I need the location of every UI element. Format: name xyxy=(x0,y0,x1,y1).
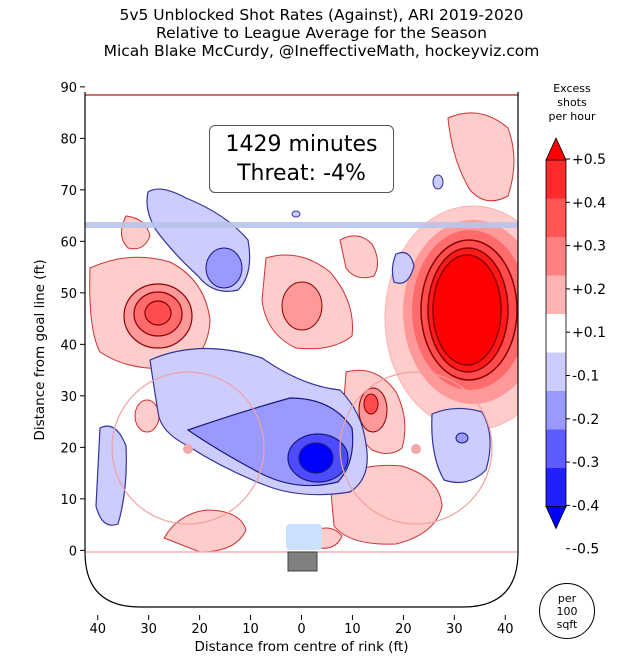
colorbar-tick-label: +0.4 xyxy=(572,195,606,211)
y-tick-label: 80 xyxy=(60,132,77,147)
excess-region-left-point xyxy=(89,256,211,370)
x-tick-label: 20 xyxy=(395,622,412,637)
y-tick-label: 90 xyxy=(60,81,77,96)
x-tick-label: 20 xyxy=(191,622,208,637)
excess-region-centre-high xyxy=(261,254,354,350)
colorbar-tick-label: -0.5 xyxy=(572,542,599,558)
y-tick-label: 10 xyxy=(60,493,77,508)
colorbar-segment xyxy=(546,198,566,237)
heatmap-contours xyxy=(85,112,518,553)
colorbar-tick-label: -0.4 xyxy=(572,498,599,514)
units-line-3: sqft xyxy=(556,618,578,631)
chart-title: 5v5 Unblocked Shot Rates (Against), ARI … xyxy=(0,6,643,60)
colorbar-segment xyxy=(546,160,566,199)
y-axis-label: Distance from goal line (ft) xyxy=(32,259,48,440)
excess-region-right-high-slot xyxy=(384,205,518,431)
deficit-region-left-low xyxy=(95,425,127,526)
y-tick-label: 70 xyxy=(60,184,77,199)
x-tick-label: 40 xyxy=(497,622,514,637)
deficit-region-slot xyxy=(149,347,368,496)
deficit-region-right-low xyxy=(431,407,491,483)
colorbar: +0.5 +0.4 +0.3 +0.2 +0.1 -0.1 -0.2 -0.3 -0.4 -0.5 xyxy=(545,137,606,558)
x-tick-label: 40 xyxy=(89,622,106,637)
x-tick-label: 30 xyxy=(446,622,463,637)
colorbar-segment xyxy=(546,429,566,468)
units-line-1: per xyxy=(557,592,577,605)
x-tick-label: 0 xyxy=(297,622,305,637)
colorbar-segment xyxy=(546,275,566,314)
goal-net xyxy=(287,551,318,572)
rink-boards xyxy=(84,92,519,608)
y-tick-label: 40 xyxy=(60,338,77,353)
colorbar-tick-label: +0.5 xyxy=(572,152,606,168)
colorbar-segment xyxy=(546,314,566,353)
deficit-region-left-upper xyxy=(146,188,251,292)
colorbar-segment xyxy=(546,468,566,507)
colorbar-tick-label: +0.3 xyxy=(572,239,606,255)
title-line-2: Relative to League Average for the Seaso… xyxy=(156,24,487,42)
colorbar-title-line: shots xyxy=(557,96,587,109)
colorbar-tick-label: -0.2 xyxy=(572,412,599,428)
x-tick-label: 30 xyxy=(140,622,157,637)
colorbar-tick-label: +0.1 xyxy=(572,325,606,341)
colorbar-tick-label: -0.3 xyxy=(572,455,599,471)
units-line-2: 100 xyxy=(556,605,578,618)
colorbar-title-line: Excess xyxy=(553,82,591,95)
colorbar-tick-label: +0.2 xyxy=(572,282,606,298)
y-tick-label: 0 xyxy=(69,544,77,559)
colorbar-tick-label: -0.1 xyxy=(572,369,599,385)
colorbar-segment xyxy=(546,352,566,391)
faceoff-circles xyxy=(111,371,493,525)
excess-region-low-left xyxy=(163,509,247,553)
excess-region-top-right xyxy=(447,112,515,202)
x-tick-label: 10 xyxy=(242,622,259,637)
units-badge: per 100 sqft xyxy=(539,583,595,639)
blue-line xyxy=(85,222,518,228)
minutes-label: 1429 minutes xyxy=(225,132,378,157)
deficit-region-small-pockets xyxy=(286,174,444,550)
colorbar-title: Excess shots per hour xyxy=(536,82,608,124)
y-tick-label: 30 xyxy=(60,390,77,405)
title-line-1: 5v5 Unblocked Shot Rates (Against), ARI … xyxy=(119,6,524,24)
colorbar-arrow-top xyxy=(545,137,567,161)
stat-box: 1429 minutes Threat: -4% xyxy=(209,125,394,193)
colorbar-segment xyxy=(546,237,566,276)
x-tick-label: 10 xyxy=(344,622,361,637)
threat-label: Threat: -4% xyxy=(237,161,366,186)
y-tick-label: 20 xyxy=(60,441,77,456)
x-axis-label: Distance from centre of rink (ft) xyxy=(194,639,408,655)
axes: 0 10 20 30 40 50 60 70 80 90 40 30 20 10 0 10 20 30 40 Dist… xyxy=(32,81,514,655)
colorbar-segment xyxy=(546,391,566,430)
title-line-3: Micah Blake McCurdy, @IneffectiveMath, h… xyxy=(103,42,540,60)
y-tick-label: 60 xyxy=(60,235,77,250)
y-tick-label: 50 xyxy=(60,287,77,302)
colorbar-title-line: per hour xyxy=(548,110,596,123)
colorbar-arrow-bottom xyxy=(545,506,567,530)
